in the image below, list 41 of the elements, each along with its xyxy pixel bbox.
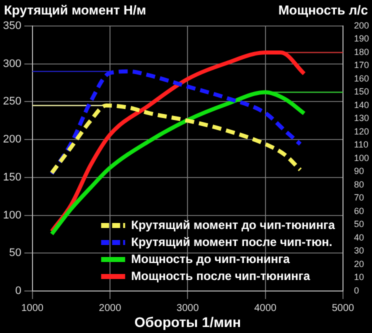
y2-tick-label: 0 [354, 285, 359, 296]
y-tick-label: 150 [2, 171, 22, 184]
y2-tick-label: 150 [354, 86, 370, 97]
x-tick-label: 2000 [98, 302, 122, 314]
y2-tick-label: 30 [354, 246, 364, 256]
y-tick-label: 200 [2, 134, 22, 146]
y2-tick-label: 180 [354, 46, 370, 57]
y-tick-label: 0 [15, 285, 22, 298]
x-axis-title: Обороты 1/мин [134, 314, 241, 330]
y2-tick-label: 110 [354, 140, 368, 150]
y2-tick-label: 120 [354, 126, 370, 136]
y2-tick-label: 190 [354, 34, 370, 44]
y-tick-label: 350 [2, 20, 22, 32]
y-axis-title: Крутящий момент Н/м [4, 2, 146, 18]
x-tick-label: 3000 [176, 302, 200, 314]
legend-label: Мощность до чип-тюнинга [131, 252, 290, 266]
y-tick-label: 50 [9, 247, 22, 260]
y2-tick-label: 20 [354, 258, 364, 269]
y-tick-label: 300 [2, 58, 22, 70]
y2-axis-title: Мощность л/с [278, 2, 368, 18]
y2-tick-label: 160 [354, 73, 370, 84]
y2-tick-label: 90 [354, 166, 364, 176]
y2-tick-label: 140 [354, 100, 370, 110]
y2-tick-label: 170 [354, 60, 370, 70]
y2-tick-label: 130 [354, 113, 370, 124]
y-tick-label: 100 [2, 209, 22, 222]
y2-tick-label: 40 [354, 232, 364, 242]
legend-label: Крутящий момент после чип-тюн. [131, 234, 332, 249]
y-tick-label: 250 [2, 96, 22, 108]
x-tick-label: 5000 [332, 302, 355, 314]
y2-tick-label: 100 [354, 152, 370, 163]
y2-tick-label: 200 [354, 20, 370, 30]
y2-tick-label: 60 [354, 206, 364, 216]
legend-label: Мощность после чип-тюнинга [131, 268, 310, 283]
y2-tick-label: 10 [354, 272, 364, 282]
x-tick-label: 1000 [21, 302, 44, 314]
y2-tick-label: 80 [354, 179, 364, 190]
legend-label: Крутящий момент до чип-тюнинга [131, 218, 336, 232]
y2-tick-label: 70 [354, 192, 364, 203]
y2-tick-label: 50 [354, 219, 364, 230]
x-tick-label: 4000 [254, 302, 277, 314]
